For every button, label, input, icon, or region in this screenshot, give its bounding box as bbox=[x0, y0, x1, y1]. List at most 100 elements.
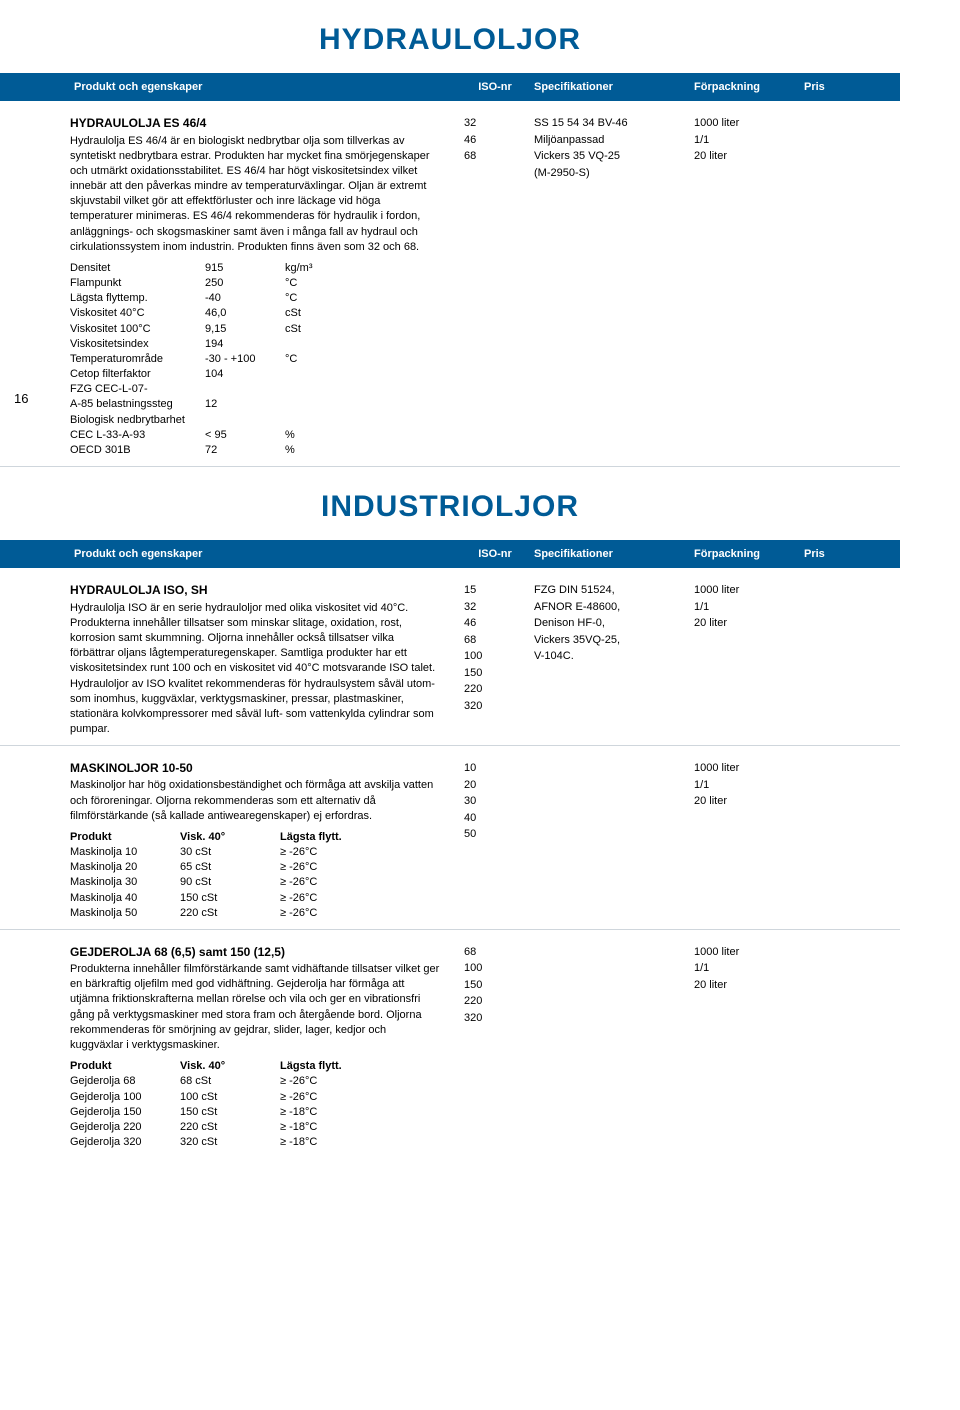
line: 46 bbox=[464, 134, 476, 146]
cell: 220 cSt bbox=[180, 1120, 280, 1135]
col-pris: Pris bbox=[800, 547, 860, 562]
prop-unit: cSt bbox=[285, 306, 335, 321]
property-list: Densitet915kg/m³Flampunkt250°CLägsta fly… bbox=[70, 261, 440, 458]
line: 40 bbox=[464, 812, 476, 824]
product-info: HYDRAULOLJA ISO, SH Hydraulolja ISO är e… bbox=[70, 582, 460, 737]
line: 100 bbox=[464, 650, 482, 662]
product-maskinoljor: MASKINOLJOR 10-50 Maskinoljor har hög ox… bbox=[0, 746, 900, 930]
line: 20 liter bbox=[694, 617, 727, 629]
line: SS 15 54 34 BV-46 bbox=[534, 117, 628, 129]
col-spec: Specifikationer bbox=[530, 547, 690, 562]
cell: 150 cSt bbox=[180, 1105, 280, 1120]
product-desc: Maskinoljor har hög oxidationsbeständigh… bbox=[70, 778, 440, 824]
cell: Gejderolja 100 bbox=[70, 1090, 180, 1105]
cell: Gejderolja 150 bbox=[70, 1105, 180, 1120]
prop-unit: % bbox=[285, 443, 335, 458]
specifications: FZG DIN 51524,AFNOR E-48600,Denison HF-0… bbox=[530, 582, 690, 737]
prop-label: CEC L-33-A-93 bbox=[70, 428, 205, 443]
col-pack: Förpackning bbox=[690, 80, 800, 95]
line: 20 liter bbox=[694, 979, 727, 991]
prop-value bbox=[205, 382, 285, 397]
prop-value: -40 bbox=[205, 291, 285, 306]
line: 1000 liter bbox=[694, 117, 739, 129]
sub-col3: Lägsta flytt. bbox=[280, 1059, 380, 1074]
line: 20 bbox=[464, 779, 476, 791]
prop-value: 72 bbox=[205, 443, 285, 458]
property-row: Viskositet 100°C9,15cSt bbox=[70, 322, 440, 337]
product-gejderolja: GEJDEROLJA 68 (6,5) samt 150 (12,5) Prod… bbox=[0, 930, 900, 1158]
packaging: 1000 liter1/120 liter bbox=[690, 944, 800, 1150]
subtable-row: Maskinolja 50220 cSt≥ -26°C bbox=[70, 906, 440, 921]
line: 1000 liter bbox=[694, 762, 739, 774]
line: 1/1 bbox=[694, 962, 709, 974]
line: Vickers 35VQ-25, bbox=[534, 634, 620, 646]
price bbox=[800, 582, 860, 737]
cell: 68 cSt bbox=[180, 1074, 280, 1089]
property-row: Densitet915kg/m³ bbox=[70, 261, 440, 276]
line: 10 bbox=[464, 762, 476, 774]
product-title: HYDRAULOLJA ES 46/4 bbox=[70, 115, 440, 131]
subtable-row: Gejderolja 100100 cSt≥ -26°C bbox=[70, 1090, 440, 1105]
subtable-header: Produkt Visk. 40° Lägsta flytt. bbox=[70, 1059, 440, 1074]
cell: 30 cSt bbox=[180, 845, 280, 860]
property-row: Biologisk nedbrytbarhet bbox=[70, 413, 440, 428]
product-title: GEJDEROLJA 68 (6,5) samt 150 (12,5) bbox=[70, 944, 440, 960]
prop-unit: °C bbox=[285, 352, 335, 367]
property-row: OECD 301B72% bbox=[70, 443, 440, 458]
subtable-row: Gejderolja 320320 cSt≥ -18°C bbox=[70, 1135, 440, 1150]
cell: Gejderolja 68 bbox=[70, 1074, 180, 1089]
product-iso-sh: HYDRAULOLJA ISO, SH Hydraulolja ISO är e… bbox=[0, 568, 900, 746]
prop-label: Densitet bbox=[70, 261, 205, 276]
cell: 100 cSt bbox=[180, 1090, 280, 1105]
cell: 150 cSt bbox=[180, 891, 280, 906]
line: 20 liter bbox=[694, 795, 727, 807]
cell: ≥ -26°C bbox=[280, 845, 380, 860]
line: 1000 liter bbox=[694, 584, 739, 596]
cell: 65 cSt bbox=[180, 860, 280, 875]
title-hydrauloljor: HYDRAULOLJOR bbox=[0, 20, 900, 61]
subtable: Produkt Visk. 40° Lägsta flytt. Maskinol… bbox=[70, 830, 440, 921]
prop-label: FZG CEC-L-07- bbox=[70, 382, 205, 397]
title-industrioljor: INDUSTRIOLJOR bbox=[0, 487, 900, 528]
cell: Gejderolja 220 bbox=[70, 1120, 180, 1135]
cell: Maskinolja 20 bbox=[70, 860, 180, 875]
prop-value: 194 bbox=[205, 337, 285, 352]
page-number: 16 bbox=[14, 390, 28, 408]
cell: ≥ -18°C bbox=[280, 1135, 380, 1150]
packaging: 1000 liter1/120 liter bbox=[690, 760, 800, 921]
line: FZG DIN 51524, bbox=[534, 584, 615, 596]
prop-value: 104 bbox=[205, 367, 285, 382]
col-pris: Pris bbox=[800, 80, 860, 95]
col-spec: Specifikationer bbox=[530, 80, 690, 95]
subtable-header: Produkt Visk. 40° Lägsta flytt. bbox=[70, 830, 440, 845]
product-desc: Produkterna innehåller filmförstärkande … bbox=[70, 962, 440, 1053]
cell: Maskinolja 30 bbox=[70, 875, 180, 890]
cell: ≥ -26°C bbox=[280, 1074, 380, 1089]
line: 68 bbox=[464, 150, 476, 162]
prop-unit: °C bbox=[285, 276, 335, 291]
iso-numbers: 68100150220320 bbox=[460, 944, 530, 1150]
prop-value: -30 - +100 bbox=[205, 352, 285, 367]
line: 30 bbox=[464, 795, 476, 807]
line: 320 bbox=[464, 700, 482, 712]
page-content: HYDRAULOLJOR Produkt och egenskaper ISO-… bbox=[0, 20, 960, 1158]
cell: ≥ -18°C bbox=[280, 1105, 380, 1120]
prop-label: Temperaturområde bbox=[70, 352, 205, 367]
sub-col1: Produkt bbox=[70, 1059, 180, 1074]
iso-numbers: 15324668100150220320 bbox=[460, 582, 530, 737]
property-row: Lägsta flyttemp.-40°C bbox=[70, 291, 440, 306]
prop-label: Biologisk nedbrytbarhet bbox=[70, 413, 205, 428]
prop-label: Flampunkt bbox=[70, 276, 205, 291]
product-title: HYDRAULOLJA ISO, SH bbox=[70, 582, 440, 598]
line: 150 bbox=[464, 667, 482, 679]
line: 68 bbox=[464, 946, 476, 958]
subtable-row: Maskinolja 40150 cSt≥ -26°C bbox=[70, 891, 440, 906]
line: 320 bbox=[464, 1012, 482, 1024]
line: (M-2950-S) bbox=[534, 167, 590, 179]
line: AFNOR E-48600, bbox=[534, 601, 620, 613]
property-row: FZG CEC-L-07- bbox=[70, 382, 440, 397]
sub-col2: Visk. 40° bbox=[180, 830, 280, 845]
prop-unit: % bbox=[285, 428, 335, 443]
line: 1/1 bbox=[694, 601, 709, 613]
property-row: CEC L-33-A-93< 95% bbox=[70, 428, 440, 443]
